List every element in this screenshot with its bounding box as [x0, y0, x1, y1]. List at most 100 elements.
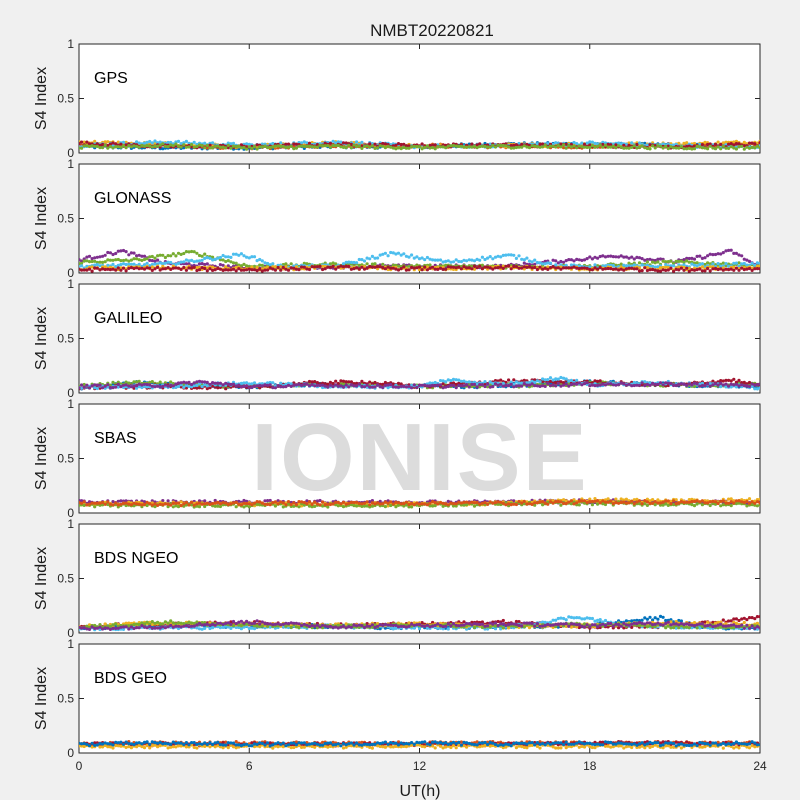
data-point — [677, 259, 681, 263]
data-point — [658, 144, 663, 148]
data-point — [690, 147, 694, 151]
data-point — [425, 265, 429, 269]
data-point — [548, 266, 553, 270]
data-point — [203, 262, 207, 267]
data-point — [158, 253, 162, 257]
data-point — [700, 256, 705, 260]
data-point — [685, 147, 689, 151]
data-point — [488, 142, 492, 146]
data-point — [459, 264, 463, 269]
data-point — [394, 252, 398, 256]
data-point — [362, 504, 367, 508]
data-point — [106, 263, 110, 267]
data-point — [653, 258, 657, 263]
data-point — [205, 143, 209, 147]
data-point — [648, 383, 652, 387]
data-point — [192, 260, 196, 264]
data-point — [383, 383, 387, 387]
data-point — [224, 146, 228, 150]
data-point — [436, 267, 440, 271]
data-point — [404, 146, 408, 150]
data-point — [80, 146, 84, 150]
data-point — [252, 384, 257, 388]
data-point — [323, 382, 327, 386]
data-point — [226, 146, 230, 150]
data-point — [564, 499, 568, 503]
data-point — [140, 499, 144, 503]
data-point — [758, 264, 760, 268]
data-point — [302, 261, 306, 265]
data-point — [700, 143, 705, 147]
data-point — [145, 503, 149, 508]
data-point — [431, 258, 435, 262]
data-point — [441, 379, 445, 383]
data-point — [572, 498, 576, 502]
data-point — [562, 381, 566, 385]
data-point — [609, 267, 613, 271]
data-point — [85, 255, 89, 259]
data-point — [609, 145, 613, 149]
data-point — [166, 260, 170, 264]
data-point — [174, 262, 178, 266]
data-point — [166, 499, 170, 503]
data-point — [619, 145, 623, 149]
data-point — [394, 267, 398, 271]
data-point — [630, 145, 634, 149]
data-point — [252, 255, 257, 259]
data-point — [153, 259, 157, 263]
data-point — [145, 144, 149, 148]
data-point — [82, 268, 86, 272]
data-point — [522, 265, 526, 269]
data-point — [255, 259, 259, 263]
data-point — [179, 267, 183, 271]
data-point — [250, 382, 254, 386]
data-point — [635, 142, 639, 147]
data-point — [255, 265, 259, 270]
data-point — [677, 268, 681, 272]
data-point — [195, 144, 199, 149]
data-point — [370, 142, 374, 146]
data-point — [462, 384, 466, 388]
data-point — [271, 262, 275, 266]
data-point — [572, 259, 576, 263]
data-point — [512, 499, 516, 503]
data-point — [703, 140, 707, 144]
data-point — [690, 262, 694, 266]
data-point — [588, 145, 592, 150]
data-point — [279, 265, 283, 269]
data-point — [386, 254, 390, 258]
data-point — [661, 383, 665, 387]
data-point — [124, 258, 128, 262]
data-point — [245, 255, 249, 259]
data-point — [472, 380, 477, 384]
data-point — [347, 380, 351, 384]
data-point — [145, 140, 149, 144]
data-point — [729, 385, 733, 389]
data-point — [449, 379, 453, 383]
data-point — [677, 141, 681, 145]
data-point — [679, 266, 684, 270]
data-point — [695, 382, 699, 386]
data-point — [284, 267, 288, 271]
data-point — [82, 503, 86, 507]
data-point — [459, 267, 463, 271]
data-point — [632, 144, 636, 148]
data-point — [370, 262, 374, 266]
data-point — [187, 259, 191, 263]
data-point — [85, 264, 89, 268]
data-point — [245, 147, 249, 151]
data-point — [331, 143, 335, 148]
data-point — [174, 266, 178, 270]
data-point — [255, 147, 259, 151]
data-point — [176, 251, 181, 255]
data-point — [93, 386, 97, 390]
data-point — [622, 268, 626, 272]
data-point — [307, 141, 312, 145]
data-point — [334, 141, 338, 145]
data-point — [158, 268, 162, 272]
data-point — [412, 383, 416, 387]
data-point — [200, 258, 204, 262]
data-point — [176, 384, 181, 389]
data-point — [166, 505, 170, 509]
data-point — [436, 258, 440, 262]
